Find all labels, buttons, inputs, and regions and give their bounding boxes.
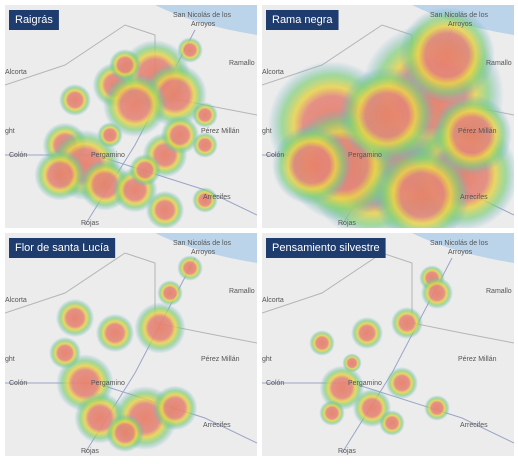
heat-blob	[319, 400, 345, 426]
place-label: Arroyos	[191, 249, 216, 256]
heat-blob	[95, 313, 135, 353]
place-label: ght	[262, 356, 272, 363]
heat-blob	[55, 298, 95, 338]
heat-blob	[192, 132, 218, 158]
place-label: Rojas	[81, 448, 99, 455]
place-label: San Nicolás de los	[430, 240, 488, 247]
heat-blob	[177, 37, 203, 63]
place-label: Colón	[9, 380, 27, 387]
heat-blob	[391, 307, 423, 339]
place-label: Alcorta	[5, 297, 27, 304]
panel-title: Flor de santa Lucía	[15, 242, 110, 254]
title-box	[266, 10, 339, 30]
heat-blob	[134, 302, 186, 354]
panel-content: San Nicolás de los Arroyos Ramallo Alcorta g…	[262, 233, 514, 456]
place-label: Rojas	[338, 220, 356, 227]
heat-blob	[424, 395, 450, 421]
place-label: Alcorta	[5, 69, 27, 76]
heat-blob	[129, 154, 161, 186]
place-label: Ramallo	[229, 60, 255, 67]
river	[412, 233, 514, 263]
heat-blob	[49, 337, 81, 369]
title-box	[266, 238, 386, 258]
heat-blob	[105, 413, 145, 453]
map-panel: San Nicolás de los Arroyos Ramallo Alcorta g…	[262, 233, 514, 456]
place-label: Pérez Millán	[458, 356, 497, 363]
place-label: Arrecifes	[203, 422, 231, 429]
heat-blob	[386, 367, 418, 399]
place-label: Pergamino	[91, 152, 125, 159]
heat-blob	[97, 122, 123, 148]
place-label: Alcorta	[262, 297, 284, 304]
river	[155, 5, 257, 35]
heat-blob	[192, 102, 218, 128]
panel-content: San Nicolás de los Arroyos Ramallo Alcorta g…	[5, 5, 257, 228]
place-label: San Nicolás de los	[173, 240, 231, 247]
place-label: Pérez Millán	[201, 356, 240, 363]
title-box	[9, 10, 59, 30]
place-label: Colón	[266, 380, 284, 387]
panel-content: San Nicolás de los Arroyos Ramallo Alcorta g…	[262, 5, 514, 228]
place-label: Arroyos	[191, 21, 216, 28]
heat-blob	[152, 385, 198, 431]
heat-blob	[319, 365, 365, 411]
border-line	[5, 252, 257, 344]
map-panel: San Nicolás de los Arroyos Ramallo Alcorta g…	[5, 233, 257, 456]
place-label: San Nicolás de los	[430, 12, 488, 19]
heat-blob	[103, 73, 167, 137]
heat-blob	[351, 317, 383, 349]
place-label: Arroyos	[448, 249, 473, 256]
heat-blob	[374, 147, 470, 228]
place-label: Arrecifes	[203, 194, 231, 201]
place-label: Pérez Millán	[201, 128, 240, 135]
heat-blob	[272, 125, 352, 205]
place-label: Arrecifes	[460, 422, 488, 429]
heat-blob	[339, 67, 435, 163]
place-label: ght	[262, 128, 272, 135]
heat-blob	[157, 280, 183, 306]
place-label: Ramallo	[486, 60, 512, 67]
place-label: Arroyos	[448, 21, 473, 28]
place-label: ght	[5, 128, 15, 135]
heat-blob	[192, 187, 218, 213]
place-label: Colón	[266, 152, 284, 159]
heat-blob	[342, 353, 362, 373]
place-label: Pérez Millán	[458, 128, 497, 135]
title-box	[9, 238, 116, 258]
place-label: Rojas	[81, 220, 99, 227]
place-label: Rojas	[338, 448, 356, 455]
place-label: Pergamino	[348, 152, 382, 159]
panel-title: Rama negra	[272, 14, 333, 26]
place-label: Colón	[9, 152, 27, 159]
heat-blob	[177, 255, 203, 281]
river	[155, 233, 257, 263]
heat-blob	[379, 410, 405, 436]
heat-blob	[34, 149, 86, 201]
place-label: Ramallo	[229, 288, 255, 295]
heat-blob	[59, 84, 91, 116]
heat-blob	[399, 7, 495, 103]
map-panel: San Nicolás de los Arroyos Ramallo Alcorta g…	[5, 5, 257, 228]
heat-blob	[145, 190, 185, 228]
heat-blob	[309, 330, 335, 356]
border-line	[262, 252, 514, 344]
heat-blob	[421, 277, 453, 309]
panel-title: Pensamiento silvestre	[272, 242, 380, 254]
panel-content: San Nicolás de los Arroyos Ramallo Alcorta g…	[5, 233, 257, 456]
heat-blob	[160, 115, 200, 155]
place-label: Alcorta	[262, 69, 284, 76]
heat-blob	[109, 49, 141, 81]
map-panel: San Nicolás de los Arroyos Ramallo Alcorta g…	[262, 5, 514, 228]
panel-title: Raigrás	[15, 14, 53, 26]
place-label: Pergamino	[348, 380, 382, 387]
place-label: ght	[5, 356, 15, 363]
heat-blob	[432, 95, 512, 175]
place-label: Pergamino	[91, 380, 125, 387]
place-label: Ramallo	[486, 288, 512, 295]
place-label: San Nicolás de los	[173, 12, 231, 19]
place-label: Arrecifes	[460, 194, 488, 201]
